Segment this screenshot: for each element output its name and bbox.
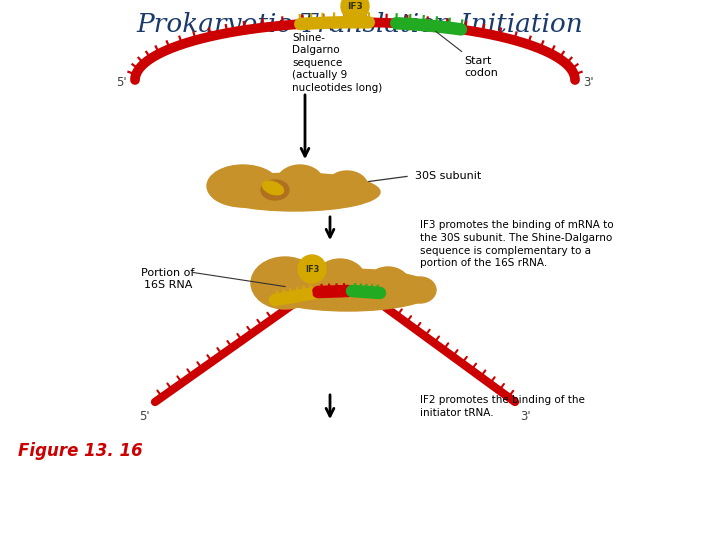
Ellipse shape [276,165,324,203]
Ellipse shape [210,173,380,211]
Text: IF3: IF3 [347,2,363,11]
Ellipse shape [263,181,284,195]
Text: IF2 promotes the binding of the
initiator tRNA.: IF2 promotes the binding of the initiato… [420,395,585,418]
Text: IF3: IF3 [305,265,319,273]
Ellipse shape [314,259,366,303]
Text: Prokaryotic Translation Initiation: Prokaryotic Translation Initiation [137,12,583,37]
Ellipse shape [207,165,279,207]
Text: 5': 5' [117,76,127,89]
Circle shape [298,255,326,283]
Text: Shine-
Dalgarno
sequence
(actually 9
nucleotides long): Shine- Dalgarno sequence (actually 9 nuc… [292,29,382,92]
Ellipse shape [261,180,289,200]
Text: IF3 promotes the binding of mRNA to
the 30S subunit. The Shine-Dalgarno
sequence: IF3 promotes the binding of mRNA to the … [420,220,613,268]
Ellipse shape [366,267,410,303]
Text: Portion of
16S RNA: Portion of 16S RNA [141,268,194,291]
Ellipse shape [326,171,368,203]
Ellipse shape [251,257,319,309]
Text: Figure 13. 16: Figure 13. 16 [18,442,143,460]
Ellipse shape [404,277,436,303]
Text: 3': 3' [520,410,531,423]
Circle shape [341,0,369,20]
Ellipse shape [261,269,436,311]
Text: 3': 3' [583,76,593,89]
Text: 30S subunit: 30S subunit [415,171,481,181]
Text: 5': 5' [140,410,150,423]
Text: Start
codon: Start codon [436,31,498,78]
